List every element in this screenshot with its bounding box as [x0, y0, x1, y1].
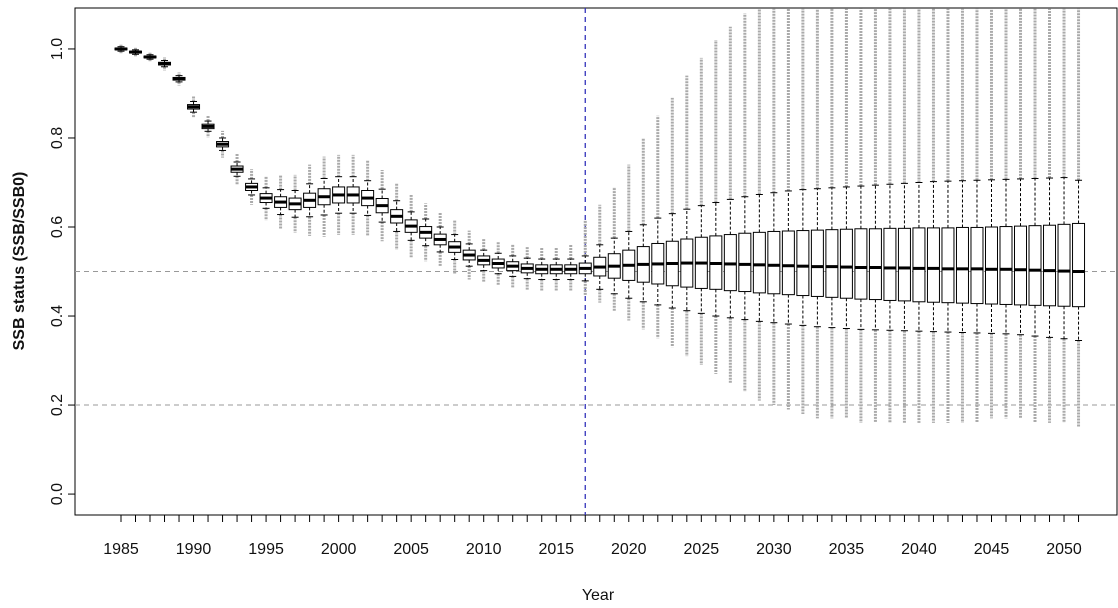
x-tick-label: 2030: [756, 541, 792, 558]
box: [796, 230, 810, 297]
box: [854, 228, 868, 300]
box: [781, 230, 795, 296]
box: [970, 226, 984, 305]
box: [999, 226, 1013, 305]
box: [912, 227, 926, 303]
box: [868, 228, 882, 301]
y-axis-label: SSB status (SSB/SSB0): [11, 172, 28, 351]
plot-frame: [74, 7, 1118, 516]
box: [941, 227, 955, 304]
x-axis-label: Year: [582, 587, 615, 604]
x-tick-label: 2000: [321, 541, 357, 558]
box: [926, 227, 940, 303]
box: [1014, 225, 1028, 306]
x-tick-label: 2045: [974, 541, 1010, 558]
x-tick-label: 1985: [103, 541, 139, 558]
box: [738, 232, 752, 293]
y-tick-label: 0.4: [49, 305, 66, 327]
x-tick-label: 1990: [176, 541, 212, 558]
x-tick-label: 2025: [684, 541, 720, 558]
y-tick-label: 1.0: [49, 38, 66, 60]
y-tick-label: 0.0: [49, 483, 66, 505]
x-tick-label: 1995: [248, 541, 284, 558]
y-tick-label: 0.2: [49, 394, 66, 416]
x-tick-label: 2020: [611, 541, 647, 558]
box: [883, 227, 897, 301]
x-tick-label: 2010: [466, 541, 502, 558]
box: [1057, 223, 1071, 307]
box: [1072, 222, 1086, 308]
box: [839, 228, 853, 299]
box: [1043, 224, 1057, 307]
box: [984, 226, 998, 305]
x-tick-label: 2040: [901, 541, 937, 558]
x-tick-label: 2050: [1046, 541, 1082, 558]
y-tick-label: 0.6: [49, 216, 66, 238]
x-tick-label: 2035: [829, 541, 865, 558]
x-tick-label: 2015: [538, 541, 574, 558]
box: [752, 231, 766, 294]
box: [810, 229, 824, 297]
x-tick-label: 2005: [393, 541, 429, 558]
box: [955, 226, 969, 304]
box: [825, 229, 839, 298]
y-tick-label: 0.8: [49, 127, 66, 149]
box: [767, 230, 781, 295]
box: [1028, 225, 1042, 306]
box: [897, 227, 911, 302]
